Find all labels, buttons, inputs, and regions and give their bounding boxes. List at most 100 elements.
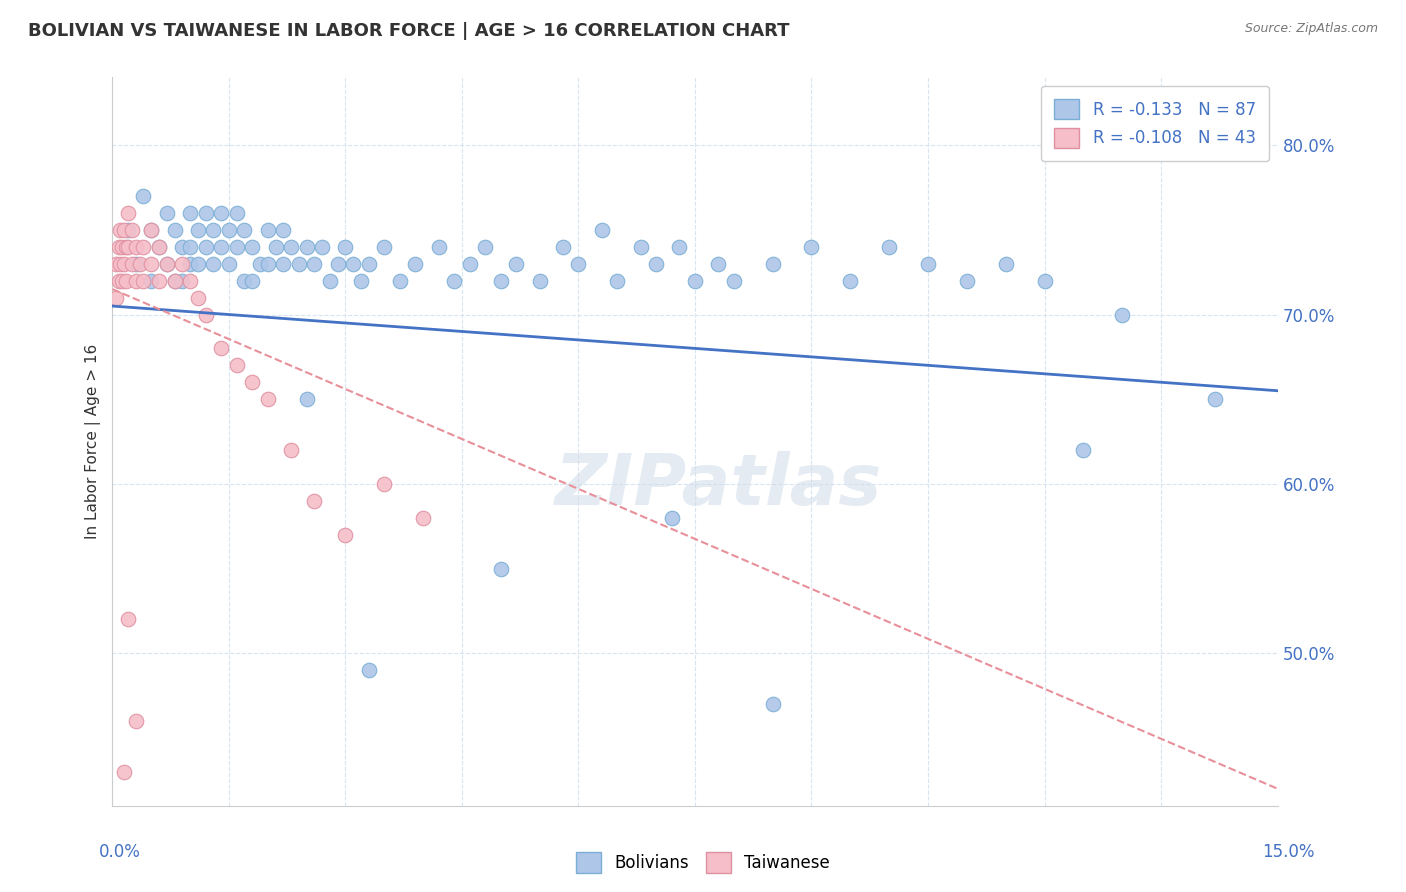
Point bbox=[218, 223, 240, 237]
Point bbox=[141, 223, 163, 237]
Point bbox=[645, 257, 668, 271]
Point bbox=[172, 274, 194, 288]
Point bbox=[350, 274, 373, 288]
Point bbox=[107, 240, 129, 254]
Point bbox=[591, 223, 613, 237]
Point bbox=[172, 257, 194, 271]
Point bbox=[489, 561, 512, 575]
Point bbox=[567, 257, 589, 271]
Point bbox=[163, 223, 186, 237]
Point bbox=[128, 257, 150, 271]
Point bbox=[111, 240, 134, 254]
Point bbox=[209, 206, 232, 220]
Point bbox=[125, 240, 148, 254]
Point bbox=[141, 257, 163, 271]
Point bbox=[163, 274, 186, 288]
Point bbox=[288, 257, 311, 271]
Point bbox=[877, 240, 900, 254]
Point bbox=[179, 206, 201, 220]
Point bbox=[342, 257, 364, 271]
Point bbox=[209, 342, 232, 356]
Point bbox=[141, 274, 163, 288]
Point bbox=[723, 274, 745, 288]
Point bbox=[202, 223, 225, 237]
Point bbox=[187, 257, 209, 271]
Point bbox=[295, 240, 318, 254]
Point bbox=[1111, 308, 1133, 322]
Point bbox=[225, 240, 247, 254]
Point bbox=[1204, 392, 1226, 407]
Text: Source: ZipAtlas.com: Source: ZipAtlas.com bbox=[1244, 22, 1378, 36]
Point bbox=[115, 240, 138, 254]
Point bbox=[956, 274, 979, 288]
Point bbox=[187, 223, 209, 237]
Legend: R = -0.133   N = 87, R = -0.108   N = 43: R = -0.133 N = 87, R = -0.108 N = 43 bbox=[1040, 86, 1270, 161]
Point bbox=[125, 714, 148, 728]
Point bbox=[108, 223, 131, 237]
Point bbox=[240, 274, 263, 288]
Point bbox=[630, 240, 652, 254]
Point bbox=[194, 308, 217, 322]
Legend: Bolivians, Taiwanese: Bolivians, Taiwanese bbox=[569, 846, 837, 880]
Point bbox=[117, 612, 139, 626]
Point bbox=[357, 257, 380, 271]
Point bbox=[111, 274, 134, 288]
Point bbox=[156, 257, 179, 271]
Point bbox=[105, 257, 128, 271]
Point bbox=[225, 359, 247, 373]
Point bbox=[373, 476, 395, 491]
Point bbox=[156, 257, 179, 271]
Point bbox=[474, 240, 496, 254]
Point bbox=[388, 274, 411, 288]
Point bbox=[105, 291, 128, 305]
Point bbox=[132, 189, 155, 203]
Y-axis label: In Labor Force | Age > 16: In Labor Force | Age > 16 bbox=[86, 344, 101, 539]
Point bbox=[280, 442, 302, 457]
Point bbox=[117, 223, 139, 237]
Point bbox=[256, 392, 278, 407]
Point bbox=[112, 223, 135, 237]
Point bbox=[194, 206, 217, 220]
Point bbox=[121, 257, 143, 271]
Point bbox=[661, 510, 683, 524]
Point bbox=[117, 240, 139, 254]
Point bbox=[132, 274, 155, 288]
Point bbox=[172, 240, 194, 254]
Point bbox=[179, 240, 201, 254]
Point bbox=[458, 257, 481, 271]
Point bbox=[112, 257, 135, 271]
Point bbox=[404, 257, 426, 271]
Point bbox=[357, 663, 380, 677]
Point bbox=[240, 240, 263, 254]
Point bbox=[132, 240, 155, 254]
Point bbox=[668, 240, 690, 254]
Point bbox=[141, 223, 163, 237]
Text: BOLIVIAN VS TAIWANESE IN LABOR FORCE | AGE > 16 CORRELATION CHART: BOLIVIAN VS TAIWANESE IN LABOR FORCE | A… bbox=[28, 22, 790, 40]
Point bbox=[233, 274, 256, 288]
Point bbox=[148, 240, 170, 254]
Text: ZIPatlas: ZIPatlas bbox=[554, 450, 882, 520]
Point bbox=[326, 257, 349, 271]
Point bbox=[148, 240, 170, 254]
Point bbox=[125, 257, 148, 271]
Point bbox=[1073, 442, 1095, 457]
Point bbox=[304, 257, 326, 271]
Point bbox=[311, 240, 333, 254]
Point bbox=[800, 240, 823, 254]
Point bbox=[121, 223, 143, 237]
Point bbox=[271, 223, 294, 237]
Point bbox=[707, 257, 730, 271]
Point bbox=[163, 274, 186, 288]
Point bbox=[489, 274, 512, 288]
Point bbox=[304, 493, 326, 508]
Point bbox=[335, 527, 357, 541]
Point bbox=[683, 274, 706, 288]
Point bbox=[762, 697, 785, 711]
Point bbox=[1033, 274, 1056, 288]
Point bbox=[249, 257, 271, 271]
Point bbox=[427, 240, 450, 254]
Point bbox=[187, 291, 209, 305]
Point bbox=[280, 240, 302, 254]
Point bbox=[156, 206, 179, 220]
Point bbox=[551, 240, 574, 254]
